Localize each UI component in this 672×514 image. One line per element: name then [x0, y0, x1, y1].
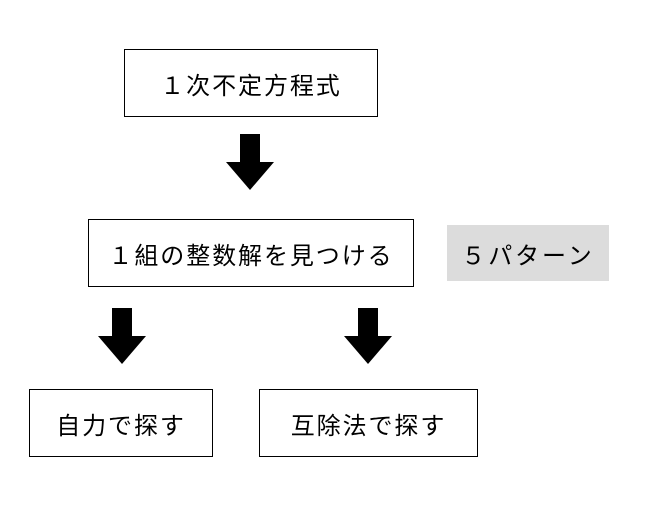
arrow-down-icon — [344, 308, 392, 364]
node-label: 自力で探す — [56, 406, 186, 441]
node-label: １次不定方程式 — [160, 66, 341, 101]
node-label: 互除法で探す — [291, 406, 447, 441]
arrow-down-icon — [226, 134, 274, 190]
node-find-integer-solution-pair: １組の整数解を見つける — [88, 219, 414, 287]
annotation-label: ５パターン — [461, 236, 594, 271]
annotation-five-patterns: ５パターン — [447, 225, 609, 281]
arrow-down-icon — [98, 308, 146, 364]
node-search-manually: 自力で探す — [29, 389, 213, 457]
flowchart-canvas: １次不定方程式 １組の整数解を見つける 自力で探す 互除法で探す ５パターン — [0, 0, 672, 514]
node-search-euclidean-algorithm: 互除法で探す — [259, 389, 478, 457]
node-label: １組の整数解を見つける — [108, 236, 393, 271]
node-linear-indeterminate-equation: １次不定方程式 — [124, 49, 378, 117]
